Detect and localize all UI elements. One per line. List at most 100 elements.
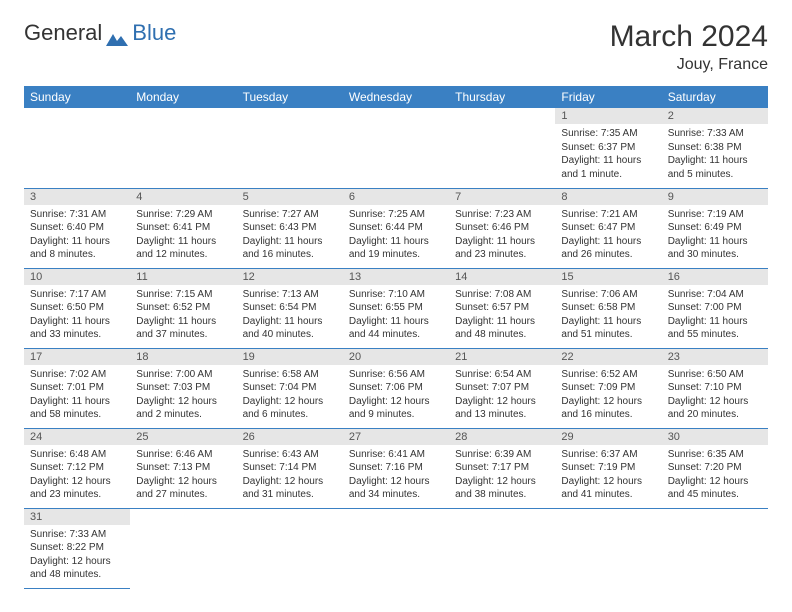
sunset-text: Sunset: 6:49 PM: [668, 221, 762, 235]
calendar-cell: [343, 508, 449, 588]
daylight-text: Daylight: 11 hours and 44 minutes.: [349, 315, 443, 342]
sunset-text: Sunset: 7:03 PM: [136, 381, 230, 395]
sunset-text: Sunset: 7:06 PM: [349, 381, 443, 395]
sunset-text: Sunset: 6:37 PM: [561, 141, 655, 155]
calendar-cell: [555, 508, 661, 588]
daylight-text: Daylight: 11 hours and 19 minutes.: [349, 235, 443, 262]
calendar-cell: [449, 508, 555, 588]
daylight-text: Daylight: 11 hours and 37 minutes.: [136, 315, 230, 342]
sunrise-text: Sunrise: 6:46 AM: [136, 448, 230, 462]
weekday-header: Monday: [130, 86, 236, 108]
sunset-text: Sunset: 6:52 PM: [136, 301, 230, 315]
location: Jouy, France: [610, 56, 768, 74]
calendar-cell: [130, 508, 236, 588]
day-number: 24: [24, 429, 130, 445]
calendar-cell: 19Sunrise: 6:58 AMSunset: 7:04 PMDayligh…: [237, 348, 343, 428]
daylight-text: Daylight: 11 hours and 8 minutes.: [30, 235, 124, 262]
sunset-text: Sunset: 6:41 PM: [136, 221, 230, 235]
calendar-row: 3Sunrise: 7:31 AMSunset: 6:40 PMDaylight…: [24, 188, 768, 268]
calendar-row: 1Sunrise: 7:35 AMSunset: 6:37 PMDaylight…: [24, 108, 768, 188]
day-body: Sunrise: 7:06 AMSunset: 6:58 PMDaylight:…: [555, 285, 661, 346]
day-body: Sunrise: 6:43 AMSunset: 7:14 PMDaylight:…: [237, 445, 343, 506]
sunset-text: Sunset: 7:13 PM: [136, 461, 230, 475]
sunset-text: Sunset: 7:09 PM: [561, 381, 655, 395]
day-body: Sunrise: 7:02 AMSunset: 7:01 PMDaylight:…: [24, 365, 130, 426]
day-body: Sunrise: 6:41 AMSunset: 7:16 PMDaylight:…: [343, 445, 449, 506]
daylight-text: Daylight: 12 hours and 38 minutes.: [455, 475, 549, 502]
day-number: 29: [555, 429, 661, 445]
sunrise-text: Sunrise: 7:10 AM: [349, 288, 443, 302]
sunrise-text: Sunrise: 7:08 AM: [455, 288, 549, 302]
calendar-cell: 7Sunrise: 7:23 AMSunset: 6:46 PMDaylight…: [449, 188, 555, 268]
weekday-header: Thursday: [449, 86, 555, 108]
daylight-text: Daylight: 12 hours and 23 minutes.: [30, 475, 124, 502]
weekday-header: Sunday: [24, 86, 130, 108]
day-body: Sunrise: 7:25 AMSunset: 6:44 PMDaylight:…: [343, 205, 449, 266]
calendar-row: 24Sunrise: 6:48 AMSunset: 7:12 PMDayligh…: [24, 428, 768, 508]
sunrise-text: Sunrise: 6:54 AM: [455, 368, 549, 382]
calendar-cell: 4Sunrise: 7:29 AMSunset: 6:41 PMDaylight…: [130, 188, 236, 268]
daylight-text: Daylight: 11 hours and 16 minutes.: [243, 235, 337, 262]
day-number: 8: [555, 189, 661, 205]
daylight-text: Daylight: 11 hours and 55 minutes.: [668, 315, 762, 342]
calendar-cell: [237, 108, 343, 188]
daylight-text: Daylight: 12 hours and 9 minutes.: [349, 395, 443, 422]
sunrise-text: Sunrise: 7:04 AM: [668, 288, 762, 302]
calendar-cell: 30Sunrise: 6:35 AMSunset: 7:20 PMDayligh…: [662, 428, 768, 508]
sunset-text: Sunset: 6:47 PM: [561, 221, 655, 235]
day-number: 26: [237, 429, 343, 445]
calendar-cell: 3Sunrise: 7:31 AMSunset: 6:40 PMDaylight…: [24, 188, 130, 268]
calendar-cell: 24Sunrise: 6:48 AMSunset: 7:12 PMDayligh…: [24, 428, 130, 508]
daylight-text: Daylight: 12 hours and 48 minutes.: [30, 555, 124, 582]
page-title: March 2024: [610, 20, 768, 54]
calendar-cell: 27Sunrise: 6:41 AMSunset: 7:16 PMDayligh…: [343, 428, 449, 508]
title-block: March 2024 Jouy, France: [610, 20, 768, 74]
daylight-text: Daylight: 11 hours and 5 minutes.: [668, 154, 762, 181]
daylight-text: Daylight: 12 hours and 34 minutes.: [349, 475, 443, 502]
daylight-text: Daylight: 11 hours and 23 minutes.: [455, 235, 549, 262]
calendar-cell: 17Sunrise: 7:02 AMSunset: 7:01 PMDayligh…: [24, 348, 130, 428]
daylight-text: Daylight: 11 hours and 30 minutes.: [668, 235, 762, 262]
calendar-row: 17Sunrise: 7:02 AMSunset: 7:01 PMDayligh…: [24, 348, 768, 428]
day-number: 6: [343, 189, 449, 205]
logo-text-1: General: [24, 20, 102, 46]
calendar-cell: 12Sunrise: 7:13 AMSunset: 6:54 PMDayligh…: [237, 268, 343, 348]
day-number: 10: [24, 269, 130, 285]
day-number: 17: [24, 349, 130, 365]
day-number: 14: [449, 269, 555, 285]
sunrise-text: Sunrise: 7:19 AM: [668, 208, 762, 222]
day-number: 21: [449, 349, 555, 365]
day-number: 4: [130, 189, 236, 205]
calendar-cell: 2Sunrise: 7:33 AMSunset: 6:38 PMDaylight…: [662, 108, 768, 188]
day-body: Sunrise: 7:10 AMSunset: 6:55 PMDaylight:…: [343, 285, 449, 346]
day-number: 22: [555, 349, 661, 365]
sunrise-text: Sunrise: 7:00 AM: [136, 368, 230, 382]
weekday-header: Friday: [555, 86, 661, 108]
calendar-cell: 16Sunrise: 7:04 AMSunset: 7:00 PMDayligh…: [662, 268, 768, 348]
sunrise-text: Sunrise: 7:35 AM: [561, 127, 655, 141]
daylight-text: Daylight: 12 hours and 45 minutes.: [668, 475, 762, 502]
weekday-header: Saturday: [662, 86, 768, 108]
sunset-text: Sunset: 6:50 PM: [30, 301, 124, 315]
sunrise-text: Sunrise: 7:33 AM: [668, 127, 762, 141]
day-body: Sunrise: 6:35 AMSunset: 7:20 PMDaylight:…: [662, 445, 768, 506]
sunset-text: Sunset: 7:19 PM: [561, 461, 655, 475]
day-body: Sunrise: 6:46 AMSunset: 7:13 PMDaylight:…: [130, 445, 236, 506]
daylight-text: Daylight: 12 hours and 6 minutes.: [243, 395, 337, 422]
sunset-text: Sunset: 7:12 PM: [30, 461, 124, 475]
calendar-cell: [449, 108, 555, 188]
sunset-text: Sunset: 7:01 PM: [30, 381, 124, 395]
calendar-cell: 25Sunrise: 6:46 AMSunset: 7:13 PMDayligh…: [130, 428, 236, 508]
calendar-cell: 31Sunrise: 7:33 AMSunset: 8:22 PMDayligh…: [24, 508, 130, 588]
day-number: 1: [555, 108, 661, 124]
day-number: 2: [662, 108, 768, 124]
sunrise-text: Sunrise: 7:31 AM: [30, 208, 124, 222]
sunset-text: Sunset: 6:46 PM: [455, 221, 549, 235]
sunset-text: Sunset: 8:22 PM: [30, 541, 124, 555]
day-number: 20: [343, 349, 449, 365]
day-body: Sunrise: 6:52 AMSunset: 7:09 PMDaylight:…: [555, 365, 661, 426]
sunrise-text: Sunrise: 6:50 AM: [668, 368, 762, 382]
daylight-text: Daylight: 11 hours and 1 minute.: [561, 154, 655, 181]
day-body: Sunrise: 7:19 AMSunset: 6:49 PMDaylight:…: [662, 205, 768, 266]
header: General Blue March 2024 Jouy, France: [24, 20, 768, 74]
